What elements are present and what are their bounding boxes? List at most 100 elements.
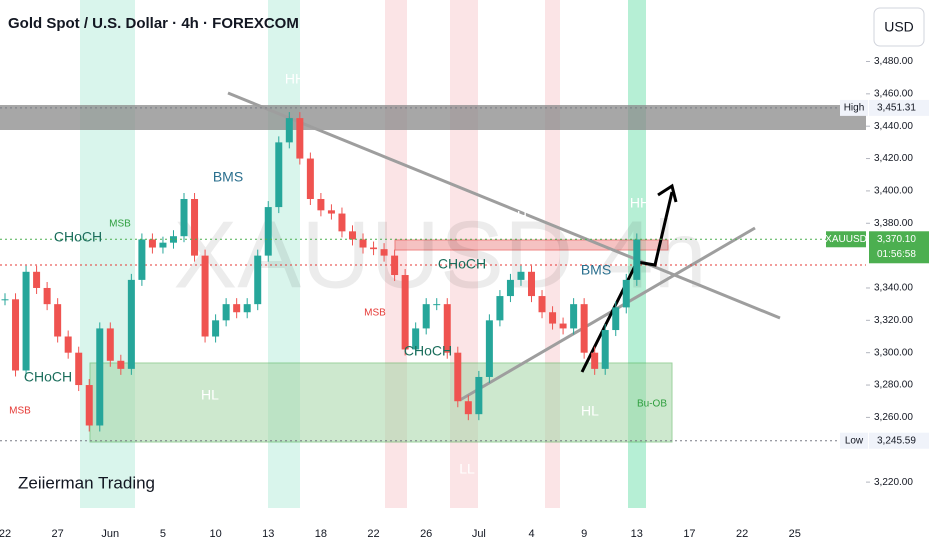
- y-tick-label: 3,220.00: [874, 477, 913, 488]
- candle: [485, 320, 493, 377]
- candle: [43, 287, 51, 305]
- y-tick-label: 3,280.00: [874, 380, 913, 391]
- x-tick-label: 22: [0, 528, 11, 540]
- high-tag: [840, 99, 868, 116]
- candle: [475, 376, 483, 415]
- candle: [106, 328, 114, 361]
- annotation: CHoCH: [24, 369, 72, 385]
- annotation: CHoCH: [54, 229, 102, 245]
- y-tick-label: 3,440.00: [874, 121, 913, 132]
- y-tick-label: 3,420.00: [874, 153, 913, 164]
- x-tick-label: 22: [736, 528, 748, 540]
- candle: [275, 142, 283, 208]
- x-tick-label: Jun: [101, 528, 119, 540]
- high-value: 3,451.31: [877, 103, 916, 114]
- candle: [64, 336, 72, 353]
- candle: [338, 213, 346, 232]
- x-tick-label: 5: [160, 528, 166, 540]
- candle: [159, 242, 167, 248]
- y-tick-label: 3,480.00: [874, 56, 913, 67]
- candle: [138, 239, 146, 280]
- candle: [454, 352, 462, 402]
- candle: [517, 271, 525, 280]
- candle: [580, 304, 588, 353]
- currency[interactable]: USD: [884, 19, 914, 35]
- low-value-tag: [869, 432, 929, 449]
- last-value-tag: [869, 231, 929, 264]
- candle: [591, 352, 599, 369]
- y-tick-label: 3,400.00: [874, 186, 913, 197]
- y-tick-label: 3,320.00: [874, 315, 913, 326]
- candle: [359, 239, 367, 248]
- y-tick-label: 3,300.00: [874, 347, 913, 358]
- candle: [538, 296, 546, 313]
- demand-zone: [89, 362, 673, 443]
- author: Zeiierman Trading: [18, 473, 155, 492]
- resistance-zone: [394, 239, 669, 251]
- currency-button[interactable]: [873, 7, 925, 47]
- candle: [464, 401, 472, 415]
- candle: [169, 236, 177, 243]
- y-tick-label: 3,460.00: [874, 88, 913, 99]
- candle: [559, 323, 567, 329]
- candle: [391, 255, 399, 276]
- candle: [75, 352, 83, 386]
- annotation: HL: [201, 387, 219, 403]
- candle: [127, 279, 135, 369]
- candle: [254, 255, 262, 305]
- annotation: MSB: [364, 308, 386, 319]
- annotation: HH: [630, 195, 650, 211]
- candle: [496, 296, 504, 321]
- high-value-tag: [869, 99, 929, 116]
- annotation: BMS: [213, 169, 243, 185]
- last-value: 3,370.10: [877, 234, 916, 245]
- candle: [370, 247, 378, 250]
- annotation: HH: [285, 71, 305, 87]
- low-label: Low: [845, 435, 864, 446]
- high-label: High: [844, 103, 865, 114]
- candle: [85, 385, 93, 426]
- x-tick-label: 9: [581, 528, 587, 540]
- chart-title: Gold Spot / U.S. Dollar · 4h · FOREXCOM: [8, 15, 299, 32]
- candle: [33, 271, 41, 288]
- annotation: MSB: [109, 219, 131, 230]
- candle: [401, 275, 409, 350]
- candle: [191, 198, 199, 256]
- projection-arrow: [580, 191, 674, 373]
- annotation: HH: [172, 148, 192, 164]
- candle: [148, 239, 156, 248]
- last-label: XAUUSD: [825, 234, 867, 245]
- candle: [506, 279, 514, 297]
- candle: [422, 304, 430, 329]
- trendline: [227, 91, 781, 320]
- candle: [622, 279, 630, 308]
- countdown: 01:56:58: [877, 249, 916, 260]
- candle: [285, 118, 293, 143]
- last-tag: [826, 231, 866, 248]
- watermark: XAUUSD 4h: [173, 201, 707, 308]
- candle: [412, 328, 420, 350]
- x-tick-label: 25: [789, 528, 801, 540]
- x-tick-label: 22: [367, 528, 379, 540]
- y-tick-label: 3,380.00: [874, 218, 913, 229]
- candle: [433, 304, 441, 306]
- x-tick-label: 26: [420, 528, 432, 540]
- x-tick-label: 27: [52, 528, 64, 540]
- candle: [549, 312, 557, 324]
- supply-zone: [0, 105, 868, 130]
- candle: [633, 239, 641, 280]
- x-tick-label: 10: [209, 528, 221, 540]
- arrow-head: [657, 183, 678, 203]
- candle: [54, 304, 62, 337]
- candle: [22, 271, 30, 371]
- candle: [306, 158, 314, 199]
- candle: [296, 118, 304, 159]
- annotation: LH: [21, 208, 39, 224]
- annotation: MSB: [9, 406, 31, 417]
- annotation: BMS: [581, 262, 611, 278]
- y-tick-label: 3,260.00: [874, 412, 913, 423]
- annotation: LH: [509, 208, 527, 224]
- candle: [443, 304, 451, 353]
- candle: [180, 198, 188, 237]
